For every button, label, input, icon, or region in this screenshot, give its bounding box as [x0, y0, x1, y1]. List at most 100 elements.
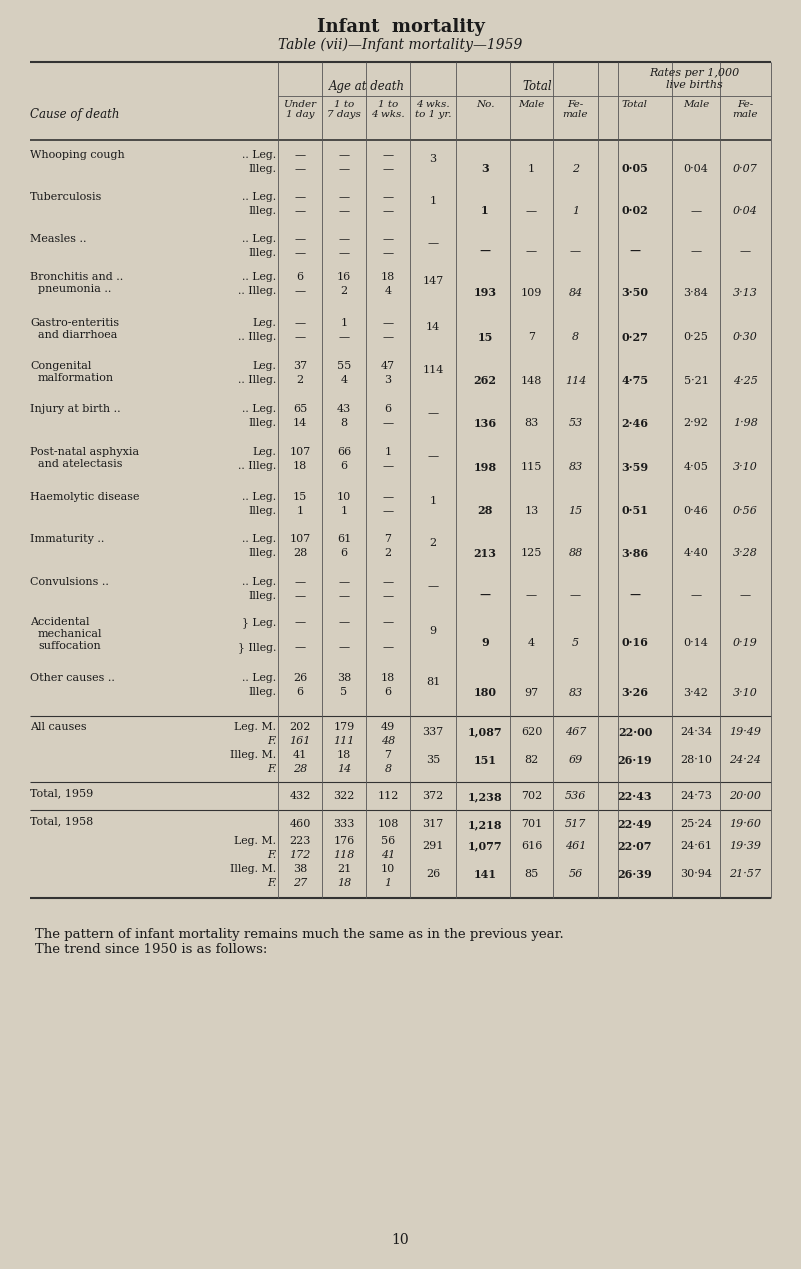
Text: 151: 151: [473, 755, 497, 765]
Text: 14: 14: [426, 322, 440, 332]
Text: 0·02: 0·02: [622, 206, 648, 217]
Text: 5·21: 5·21: [683, 376, 708, 386]
Text: 83: 83: [569, 688, 582, 698]
Text: .. Illeg.: .. Illeg.: [238, 332, 276, 343]
Text: —: —: [339, 642, 349, 652]
Text: 18: 18: [337, 750, 351, 760]
Text: Measles ..: Measles ..: [30, 233, 87, 244]
Text: .. Leg.: .. Leg.: [242, 233, 276, 244]
Text: 8: 8: [572, 332, 579, 343]
Text: 24·61: 24·61: [680, 841, 712, 851]
Text: 317: 317: [422, 819, 444, 829]
Text: 1: 1: [340, 506, 348, 516]
Text: 22·07: 22·07: [618, 840, 652, 851]
Text: —: —: [382, 617, 393, 627]
Text: 114: 114: [565, 376, 586, 386]
Text: 69: 69: [569, 755, 582, 765]
Text: 5: 5: [572, 638, 579, 648]
Text: 28: 28: [293, 764, 307, 774]
Text: 2: 2: [340, 286, 348, 296]
Text: —: —: [295, 233, 305, 244]
Text: —: —: [428, 450, 439, 461]
Text: 0·25: 0·25: [683, 332, 708, 343]
Text: —: —: [339, 164, 349, 174]
Text: Male: Male: [683, 100, 709, 109]
Text: 83: 83: [569, 462, 582, 472]
Text: —: —: [382, 164, 393, 174]
Text: 24·73: 24·73: [680, 791, 712, 801]
Text: 22·49: 22·49: [618, 819, 652, 830]
Text: 22·43: 22·43: [618, 791, 652, 802]
Text: suffocation: suffocation: [38, 641, 101, 651]
Text: 536: 536: [565, 791, 586, 801]
Text: 2: 2: [429, 538, 437, 548]
Text: 2: 2: [572, 164, 579, 174]
Text: —: —: [339, 247, 349, 258]
Text: Infant  mortality: Infant mortality: [316, 18, 485, 36]
Text: —: —: [428, 581, 439, 591]
Text: 26·39: 26·39: [618, 868, 652, 879]
Text: 28: 28: [477, 505, 493, 516]
Text: malformation: malformation: [38, 373, 114, 383]
Text: 16: 16: [337, 272, 351, 282]
Text: Rates per 1,000: Rates per 1,000: [650, 69, 739, 77]
Text: 21·57: 21·57: [730, 869, 762, 879]
Text: 19·49: 19·49: [730, 727, 762, 737]
Text: 3·13: 3·13: [733, 288, 758, 298]
Text: 55: 55: [337, 360, 351, 371]
Text: —: —: [339, 192, 349, 202]
Text: 85: 85: [525, 869, 538, 879]
Text: Illeg.: Illeg.: [248, 506, 276, 516]
Text: —: —: [295, 577, 305, 588]
Text: Leg.: Leg.: [252, 360, 276, 371]
Text: —: —: [339, 577, 349, 588]
Text: 337: 337: [422, 727, 444, 737]
Text: 262: 262: [473, 376, 497, 386]
Text: Illeg. M.: Illeg. M.: [230, 750, 276, 760]
Text: Illeg.: Illeg.: [248, 164, 276, 174]
Text: 19·39: 19·39: [730, 841, 762, 851]
Text: 3·26: 3·26: [622, 687, 649, 698]
Text: 81: 81: [426, 676, 440, 687]
Text: 109: 109: [521, 288, 542, 298]
Text: —: —: [382, 642, 393, 652]
Text: —: —: [526, 206, 537, 216]
Text: Fe-
male: Fe- male: [733, 100, 759, 119]
Text: 4: 4: [528, 638, 535, 648]
Text: Total: Total: [622, 100, 648, 109]
Text: —: —: [295, 247, 305, 258]
Text: 0·27: 0·27: [622, 332, 649, 343]
Text: —: —: [570, 246, 581, 256]
Text: 1·98: 1·98: [733, 419, 758, 429]
Text: —: —: [339, 206, 349, 216]
Text: 37: 37: [293, 360, 307, 371]
Text: 1 to
7 days: 1 to 7 days: [327, 100, 361, 119]
Text: —: —: [382, 492, 393, 503]
Text: F.: F.: [267, 736, 276, 746]
Text: —: —: [295, 591, 305, 602]
Text: .. Leg.: .. Leg.: [242, 534, 276, 544]
Text: —: —: [382, 461, 393, 471]
Text: 333: 333: [333, 819, 355, 829]
Text: 15: 15: [569, 506, 582, 516]
Text: All causes: All causes: [30, 722, 87, 732]
Text: Fe-
male: Fe- male: [563, 100, 588, 119]
Text: 10: 10: [337, 492, 351, 503]
Text: 198: 198: [473, 462, 497, 473]
Text: 1,218: 1,218: [468, 819, 502, 830]
Text: —: —: [295, 192, 305, 202]
Text: 84: 84: [569, 288, 582, 298]
Text: 38: 38: [293, 864, 307, 874]
Text: —: —: [295, 164, 305, 174]
Text: 18: 18: [380, 673, 395, 683]
Text: 701: 701: [521, 819, 542, 829]
Text: 15: 15: [477, 332, 493, 343]
Text: Leg. M.: Leg. M.: [234, 722, 276, 732]
Text: 2·92: 2·92: [683, 419, 708, 429]
Text: Illeg.: Illeg.: [248, 548, 276, 558]
Text: Whooping cough: Whooping cough: [30, 150, 125, 160]
Text: —: —: [295, 150, 305, 160]
Text: 18: 18: [337, 878, 351, 888]
Text: 0·07: 0·07: [733, 164, 758, 174]
Text: .. Leg.: .. Leg.: [242, 272, 276, 282]
